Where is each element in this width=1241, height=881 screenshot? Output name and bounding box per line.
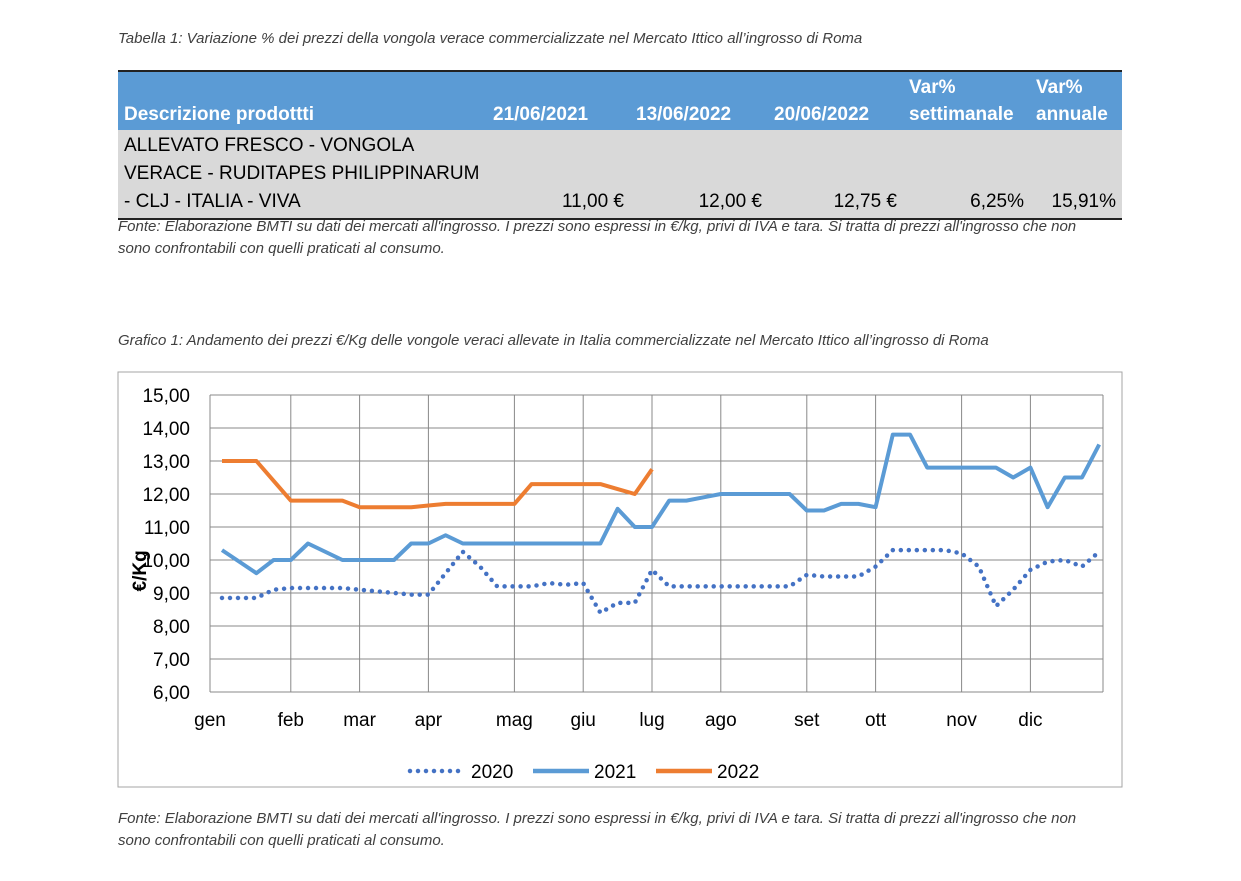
x-tick-label: feb <box>278 710 304 731</box>
y-tick-label: 15,00 <box>142 386 190 407</box>
x-tick-label: ago <box>705 710 737 731</box>
x-tick-label: lug <box>639 710 664 731</box>
header-cell: 13/06/2022 <box>630 71 768 130</box>
series-line <box>219 547 1102 616</box>
y-axis-label: €/Kg <box>130 550 151 591</box>
x-tick-label: mag <box>496 710 533 731</box>
chart-caption: Grafico 1: Andamento dei prezzi €/Kg del… <box>118 332 989 349</box>
table-cell: 12,75 € <box>768 130 903 219</box>
table-cell: 11,00 € <box>487 130 630 219</box>
y-tick-label: 10,00 <box>142 551 190 572</box>
table-cell: 6,25% <box>903 130 1030 219</box>
x-tick-label: nov <box>946 710 977 731</box>
chart-frame <box>117 371 1123 788</box>
table-row: ALLEVATO FRESCO - VONGOLA VERACE - RUDIT… <box>118 130 1122 219</box>
series-line <box>222 459 654 510</box>
chart-source: Fonte: Elaborazione BMTI su dati dei mer… <box>118 810 1077 849</box>
table-cell: ALLEVATO FRESCO - VONGOLA VERACE - RUDIT… <box>118 130 487 219</box>
x-tick-label: gen <box>194 710 226 731</box>
x-tick-label: dic <box>1018 710 1042 731</box>
header-cell: Var% settimanale <box>903 71 1030 130</box>
header-cell: 20/06/2022 <box>768 71 903 130</box>
x-tick-label: apr <box>415 710 443 731</box>
y-tick-label: 8,00 <box>153 617 190 638</box>
table-cell: 15,91% <box>1030 130 1122 219</box>
legend-label: 2021 <box>594 762 636 783</box>
y-tick-label: 9,00 <box>153 584 190 605</box>
series-line <box>220 432 1101 576</box>
x-tick-label: giu <box>571 710 596 731</box>
y-tick-label: 7,00 <box>153 650 190 671</box>
header-cell: Var% annuale <box>1030 71 1122 130</box>
table-cell: 12,00 € <box>630 130 768 219</box>
x-tick-label: set <box>794 710 820 731</box>
price-table: Descrizione prodottti 21/06/2021 13/06/202… <box>118 70 1122 220</box>
legend-label: 2022 <box>717 762 759 783</box>
header-row: Descrizione prodottti 21/06/2021 13/06/202… <box>118 71 1122 130</box>
table-body: ALLEVATO FRESCO - VONGOLA VERACE - RUDIT… <box>118 130 1122 219</box>
legend-label: 2020 <box>471 762 513 783</box>
y-tick-label: 11,00 <box>144 518 190 539</box>
table-source: Fonte: Elaborazione BMTI su dati dei mer… <box>118 218 1077 257</box>
y-tick-label: 14,00 <box>142 419 190 440</box>
table-caption: Tabella 1: Variazione % dei prezzi della… <box>118 30 863 47</box>
y-tick-label: 12,00 <box>142 485 190 506</box>
header-cell: Descrizione prodottti <box>118 71 487 130</box>
y-tick-label: 6,00 <box>153 683 190 704</box>
x-tick-label: ott <box>865 710 887 731</box>
y-tick-label: 13,00 <box>142 452 190 473</box>
header-cell: 21/06/2021 <box>487 71 630 130</box>
x-tick-label: mar <box>343 710 376 731</box>
